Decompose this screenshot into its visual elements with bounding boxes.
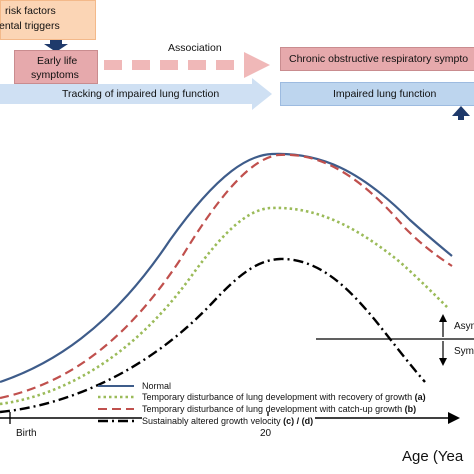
legend-catch-up-suffix: (b): [404, 404, 417, 414]
impaired-lung-function-box: Impaired lung function: [280, 82, 474, 106]
association-label: Association: [168, 42, 222, 54]
tick-label-birth: Birth: [16, 428, 37, 439]
curve-recovery: [0, 206, 449, 406]
x-axis-arrowhead: [448, 412, 460, 424]
early-life-symptoms-box: Early life symptoms: [14, 50, 98, 84]
risk-factors-line2: ental triggers: [0, 20, 60, 32]
sym-label: Sym: [454, 346, 474, 357]
early-life-line2: symptoms: [31, 69, 79, 81]
x-axis-title: Age (Yea: [402, 448, 464, 465]
association-arrow: [104, 52, 270, 78]
copd-box: Chronic obstructive respiratory sympto: [280, 47, 474, 71]
impaired-label: Impaired lung function: [333, 88, 437, 100]
tracking-label: Tracking of impaired lung function: [62, 88, 220, 100]
legend-recovery-suffix: (a): [414, 392, 426, 402]
tracking-arrow: [0, 78, 272, 110]
legend-altered-suffix: (c) / (d): [283, 416, 314, 426]
legend-altered: Sustainably altered growth velocity (c) …: [142, 416, 316, 426]
legend-altered-label: Sustainably altered growth velocity: [142, 416, 281, 426]
tick-label-20: 20: [260, 428, 272, 439]
asym-label: Asym: [454, 321, 474, 332]
top-arrows: [0, 40, 470, 120]
legend-recovery: Temporary disturbance of lung developmen…: [142, 392, 426, 402]
risk-factors-line1: risk factors: [5, 5, 56, 17]
legend-catch-up: Temporary disturbance of lung developmen…: [142, 404, 416, 414]
copd-label: Chronic obstructive respiratory sympto: [289, 53, 469, 65]
down-arrow: [44, 40, 68, 52]
curve-normal: [0, 152, 453, 384]
curve-altered-velocity: [0, 257, 426, 414]
risk-factors-box: risk factors ental triggers: [0, 0, 96, 40]
legend-catch-up-label: Temporary disturbance of lung developmen…: [142, 404, 403, 414]
legend-recovery-label: Temporary disturbance of lung developmen…: [142, 392, 413, 402]
curve-catch-up: [0, 153, 453, 400]
legend-normal: Normal: [142, 381, 172, 391]
early-life-line1: Early life: [37, 55, 78, 67]
up-arrow: [452, 106, 470, 120]
